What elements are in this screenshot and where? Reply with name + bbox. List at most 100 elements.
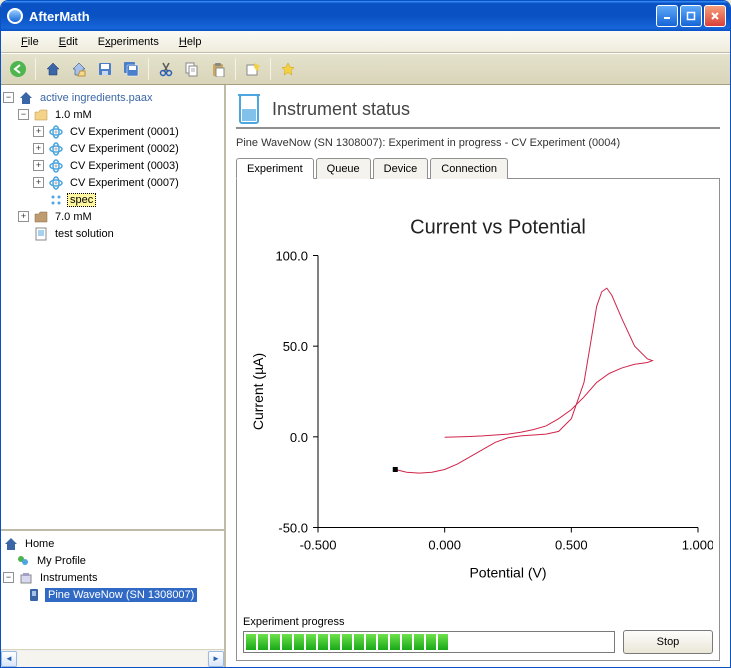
home-open-icon[interactable] — [68, 58, 90, 80]
experiment-icon — [48, 124, 64, 140]
menu-help[interactable]: Help — [169, 34, 212, 50]
nav-instruments[interactable]: − Instruments — [3, 569, 222, 586]
expand-icon[interactable]: + — [33, 143, 44, 154]
maximize-button[interactable] — [680, 5, 702, 27]
menu-edit[interactable]: Edit — [49, 34, 88, 50]
h-scrollbar[interactable]: ◄ ► — [1, 649, 224, 667]
svg-text:0.000: 0.000 — [428, 538, 461, 553]
titlebar[interactable]: AfterMath — [1, 1, 730, 31]
app-window: AfterMath File Edit Experiments Help — [0, 0, 731, 668]
tree-folder[interactable]: − 1.0 mM — [3, 106, 222, 123]
folder-label: 7.0 mM — [52, 210, 95, 224]
experiment-icon — [48, 175, 64, 191]
nav-label: Instruments — [37, 571, 100, 585]
minimize-button[interactable] — [656, 5, 678, 27]
experiment-label: CV Experiment (0007) — [67, 176, 182, 190]
collapse-icon[interactable]: − — [3, 92, 14, 103]
folder-icon — [33, 107, 49, 123]
folder-label: 1.0 mM — [52, 108, 95, 122]
progress-label: Experiment progress — [243, 616, 713, 628]
stop-button[interactable]: Stop — [623, 630, 713, 654]
save-icon[interactable] — [94, 58, 116, 80]
svg-text:Current (µA): Current (µA) — [250, 353, 266, 430]
tree-item-spec[interactable]: spec — [3, 191, 222, 208]
toolbar — [1, 53, 730, 85]
panel-header: Instrument status — [236, 93, 720, 129]
back-button[interactable] — [7, 58, 29, 80]
copy-icon[interactable] — [181, 58, 203, 80]
doc-icon — [33, 226, 49, 242]
svg-text:-0.500: -0.500 — [300, 538, 337, 553]
progress-section: Experiment progress Stop — [243, 616, 713, 654]
tab-connection[interactable]: Connection — [430, 158, 508, 179]
panel-title: Instrument status — [272, 99, 410, 120]
tab-device[interactable]: Device — [373, 158, 429, 179]
cv-chart: Current vs Potential -50.0 0.0 50.0 100.0 -0.… — [243, 185, 713, 610]
svg-text:1.000: 1.000 — [682, 538, 713, 553]
tree-root[interactable]: − active ingredients.paax — [3, 89, 222, 106]
cut-icon[interactable] — [155, 58, 177, 80]
scroll-left-icon[interactable]: ◄ — [1, 651, 17, 667]
expand-icon[interactable]: + — [33, 177, 44, 188]
save-multi-icon[interactable] — [120, 58, 142, 80]
svg-text:-50.0: -50.0 — [278, 521, 308, 536]
tree-experiment[interactable]: + CV Experiment (0007) — [3, 174, 222, 191]
svg-text:Current vs Potential: Current vs Potential — [410, 217, 586, 239]
tree-experiment[interactable]: + CV Experiment (0003) — [3, 157, 222, 174]
expand-icon[interactable]: + — [33, 160, 44, 171]
progress-bar — [243, 631, 615, 653]
app-icon — [7, 8, 23, 24]
content-area: − active ingredients.paax − 1.0 mM + CV E… — [1, 85, 730, 667]
chart: Current vs Potential -50.0 0.0 50.0 100.0 -0.… — [243, 185, 713, 610]
tab-panel: Current vs Potential -50.0 0.0 50.0 100.0 -0.… — [236, 178, 720, 661]
nav-profile[interactable]: My Profile — [3, 552, 222, 569]
tab-experiment[interactable]: Experiment — [236, 158, 314, 179]
nav-label: Home — [22, 537, 57, 551]
project-tree[interactable]: − active ingredients.paax − 1.0 mM + CV E… — [1, 85, 224, 529]
svg-text:Potential (V): Potential (V) — [469, 565, 546, 581]
experiment-label: CV Experiment (0001) — [67, 125, 182, 139]
home-icon — [3, 536, 19, 552]
svg-text:0.0: 0.0 — [290, 430, 308, 445]
device-label: Pine WaveNow (SN 1308007) — [45, 588, 197, 602]
experiment-label: CV Experiment (0003) — [67, 159, 182, 173]
tree-item[interactable]: test solution — [3, 225, 222, 242]
experiment-label: CV Experiment (0002) — [67, 142, 182, 156]
svg-text:50.0: 50.0 — [283, 339, 308, 354]
menubar: File Edit Experiments Help — [1, 31, 730, 53]
run-icon[interactable] — [242, 58, 264, 80]
scroll-right-icon[interactable]: ► — [208, 651, 224, 667]
tab-bar: Experiment Queue Device Connection — [236, 157, 720, 178]
tree-root-label: active ingredients.paax — [37, 91, 156, 105]
tree-experiment[interactable]: + CV Experiment (0002) — [3, 140, 222, 157]
scroll-track[interactable] — [18, 651, 207, 667]
favorite-icon[interactable] — [277, 58, 299, 80]
nav-home[interactable]: Home — [3, 535, 222, 552]
svg-text:100.0: 100.0 — [275, 249, 308, 264]
tree-folder[interactable]: + 7.0 mM — [3, 208, 222, 225]
folder-icon — [33, 209, 49, 225]
expand-icon[interactable]: + — [33, 126, 44, 137]
menu-file[interactable]: File — [11, 34, 49, 50]
nav-tree[interactable]: Home My Profile − Instruments Pine WaveN… — [1, 529, 224, 649]
close-button[interactable] — [704, 5, 726, 27]
profile-icon — [15, 553, 31, 569]
main-panel: Instrument status Pine WaveNow (SN 13080… — [226, 85, 730, 667]
tree-experiment[interactable]: + CV Experiment (0001) — [3, 123, 222, 140]
svg-text:0.500: 0.500 — [555, 538, 588, 553]
instruments-icon — [18, 570, 34, 586]
expand-icon[interactable]: + — [18, 211, 29, 222]
home-icon[interactable] — [42, 58, 64, 80]
home-icon — [18, 90, 34, 106]
device-icon — [26, 587, 42, 603]
window-title: AfterMath — [29, 9, 656, 24]
nav-device[interactable]: Pine WaveNow (SN 1308007) — [3, 586, 222, 603]
tree-item-label: test solution — [52, 227, 117, 241]
sidebar: − active ingredients.paax − 1.0 mM + CV E… — [1, 85, 226, 667]
paste-icon[interactable] — [207, 58, 229, 80]
collapse-icon[interactable]: − — [3, 572, 14, 583]
tab-queue[interactable]: Queue — [316, 158, 371, 179]
menu-experiments[interactable]: Experiments — [88, 34, 169, 50]
beaker-icon — [236, 93, 262, 125]
collapse-icon[interactable]: − — [18, 109, 29, 120]
